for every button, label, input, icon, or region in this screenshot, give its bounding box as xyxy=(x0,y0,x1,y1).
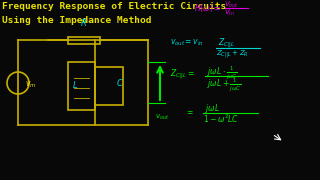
Text: $j\omega L$: $j\omega L$ xyxy=(205,102,220,115)
Text: $v_{out}$: $v_{out}$ xyxy=(155,113,169,122)
Text: L: L xyxy=(73,80,77,89)
Text: $=$: $=$ xyxy=(185,107,194,116)
Text: $1-\omega^2 LC$: $1-\omega^2 LC$ xyxy=(203,113,239,125)
Text: Using the Impedance Method: Using the Impedance Method xyxy=(2,16,151,25)
Text: $H(\omega)=$: $H(\omega)=$ xyxy=(194,2,221,14)
Bar xyxy=(68,37,100,44)
Bar xyxy=(68,62,95,110)
Text: $V_{in}$: $V_{in}$ xyxy=(224,8,235,18)
Text: Frequency Response of Electric Circuits: Frequency Response of Electric Circuits xyxy=(2,2,226,11)
Bar xyxy=(95,67,123,105)
Text: $j\omega L + \frac{1}{j\omega C}$: $j\omega L + \frac{1}{j\omega C}$ xyxy=(207,76,242,93)
Text: C: C xyxy=(117,78,123,87)
Text: $Z_{C||L}$: $Z_{C||L}$ xyxy=(218,37,236,51)
Text: R: R xyxy=(81,19,87,28)
Text: $Z_{C||L}=$: $Z_{C||L}=$ xyxy=(170,68,195,82)
Text: $v_{out}=v_{in}$: $v_{out}=v_{in}$ xyxy=(170,37,204,48)
Text: $V_{out}$: $V_{out}$ xyxy=(224,0,239,10)
Text: $v_m$: $v_m$ xyxy=(25,80,36,90)
Text: $Z_{C||L}+Z_R$: $Z_{C||L}+Z_R$ xyxy=(216,48,249,60)
Text: $j\omega L \cdot \frac{1}{j\omega C}$: $j\omega L \cdot \frac{1}{j\omega C}$ xyxy=(207,64,238,81)
